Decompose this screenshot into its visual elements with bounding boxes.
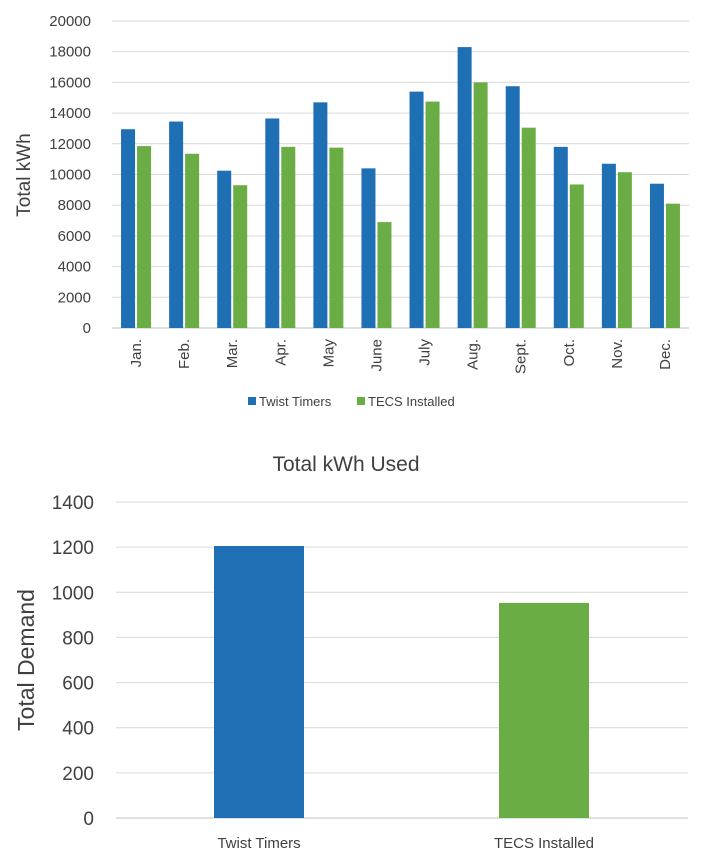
x-tick-label: TECS Installed [494,835,594,852]
bar-tecs-installed [521,127,536,329]
bar-tecs-installed [377,222,392,328]
y-tick-label: 18000 [49,44,91,61]
y-tick-label: 6000 [58,228,91,245]
bar-twist-timers [121,129,136,328]
x-tick-label: Feb. [176,339,193,369]
x-tick-label: Nov. [609,339,626,369]
y-tick-label: 12000 [49,136,91,153]
y-tick-label: 1200 [52,538,94,559]
x-tick-label: Dec. [657,339,674,370]
bar-tecs-installed [425,101,440,329]
bar-twist-timers [214,546,304,818]
bar-tecs-installed [569,184,584,328]
y-tick-label: 10000 [49,167,91,184]
y-tick-label: 14000 [49,105,91,122]
bar-twist-timers [457,47,472,328]
x-tick-label: Oct. [561,339,578,367]
chart-title: Total kWh Used [272,453,419,476]
bar-twist-timers [553,146,568,328]
bar-tecs-installed [281,146,296,328]
bar-tecs-installed [499,602,589,818]
y-tick-label: 1400 [52,493,94,514]
y-tick-label: 400 [62,719,94,740]
x-tick-label: May [320,339,337,368]
bar-twist-timers [361,168,376,328]
y-tick-label: 1000 [52,583,94,604]
bar-tecs-installed [329,147,344,328]
y-tick-label: 600 [62,674,94,695]
bar-twist-timers [649,183,664,328]
y-tick-label: 16000 [49,74,91,91]
x-tick-label: July [417,339,434,366]
y-tick-label: 800 [62,628,94,649]
bar-twist-timers [169,121,184,328]
y-tick-label: 8000 [58,197,91,214]
legend-swatch [357,397,365,405]
y-tick-label: 4000 [58,259,91,276]
bar-twist-timers [313,102,328,328]
x-tick-label: Jan. [128,339,145,367]
y-axis-label: Total Demand [13,589,39,731]
bar-twist-timers [601,163,616,328]
bar-twist-timers [505,86,520,328]
bar-tecs-installed [137,146,152,328]
legend-label: Twist Timers [259,394,332,409]
bar-twist-timers [409,91,424,328]
legend-swatch [248,397,256,405]
legend-label: TECS Installed [368,394,455,409]
bar-tecs-installed [233,185,248,328]
total-kwh-used-chart: Total kWh Used 0 200 400 600 800 1000 1200 1400… [13,453,688,852]
y-tick-label: 20000 [49,13,91,30]
x-tick-label: Mar. [224,339,241,368]
bar-tecs-installed [617,172,632,328]
x-tick-label: June [368,339,385,372]
monthly-kwh-chart: 0 2000 4000 6000 8000 10000 12000 14000 16000 180… [14,13,689,409]
y-axis-label: Total kWh [14,133,35,216]
bar-twist-timers [265,118,280,328]
bar-tecs-installed [473,82,488,329]
y-tick-label: 0 [83,320,91,337]
y-tick-label: 200 [62,764,94,785]
bar-tecs-installed [185,153,200,328]
x-tick-label: Sept. [513,339,530,374]
x-tick-label: Aug. [465,339,482,370]
x-tick-label: Twist Timers [217,835,300,852]
bar-tecs-installed [665,203,680,328]
bar-twist-timers [217,170,232,328]
y-tick-label: 0 [83,809,94,830]
x-tick-label: Apr. [272,339,289,366]
y-tick-label: 2000 [58,289,91,306]
